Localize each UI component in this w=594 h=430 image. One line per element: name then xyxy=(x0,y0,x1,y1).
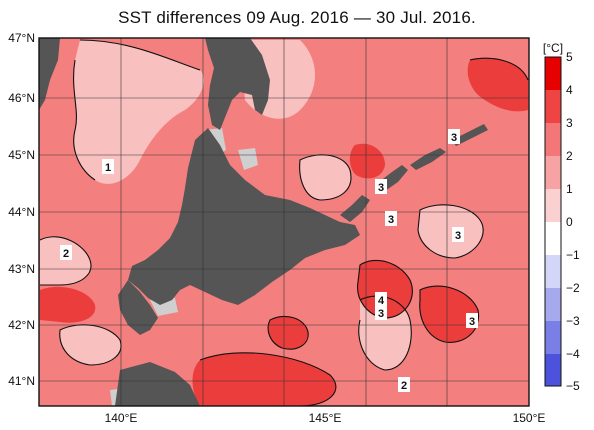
contour-label: 1 xyxy=(105,162,111,174)
colorbar-tick: 1 xyxy=(566,182,573,196)
colorbar-unit: [°C] xyxy=(543,41,563,55)
simushir-island xyxy=(452,124,488,146)
colorbar-tick: 3 xyxy=(566,116,573,130)
oshima-peninsula xyxy=(118,280,158,335)
colorbar-tick: −2 xyxy=(566,281,580,295)
contour-label: 3 xyxy=(451,132,457,144)
longitude-axis: 140°E 145°E 150°E xyxy=(105,411,546,425)
lat-label: 46°N xyxy=(8,91,35,105)
contour-label: 3 xyxy=(469,316,475,328)
map-area xyxy=(39,38,529,406)
graticule xyxy=(39,38,529,406)
contour-label: 3 xyxy=(378,182,384,194)
lat-label: 41°N xyxy=(8,374,35,388)
colorbar: [°C] 5 4 3 2 1 0 −1 −2 −3 −4 −5 xyxy=(543,41,580,393)
lat-label: 45°N xyxy=(8,148,35,162)
lat-label: 47°N xyxy=(8,31,35,45)
lon-label: 150°E xyxy=(513,411,546,425)
land xyxy=(39,38,488,406)
lat-label: 43°N xyxy=(8,262,35,276)
sakhalin-island xyxy=(205,38,270,130)
lon-label: 145°E xyxy=(309,411,342,425)
map-frame xyxy=(38,37,530,407)
colorbar-tick: −1 xyxy=(566,248,580,262)
contour-label: 4 xyxy=(378,295,385,307)
colorbar-tick: 2 xyxy=(566,149,573,163)
contour-label: 3 xyxy=(378,308,384,320)
colorbar-tick: −3 xyxy=(566,314,580,328)
mainland-coast xyxy=(39,38,60,110)
latitude-axis: 47°N 46°N 45°N 44°N 43°N 42°N 41°N xyxy=(8,31,35,388)
contour-lines xyxy=(39,39,529,406)
lon-label: 140°E xyxy=(105,411,138,425)
colorbar-tick: 0 xyxy=(566,215,573,229)
contour-label: 3 xyxy=(388,214,394,226)
colorbar-tick: 5 xyxy=(566,50,573,64)
colorbar-tick: −5 xyxy=(566,379,580,393)
colorbar-tick: 4 xyxy=(566,83,573,97)
contour-label: 2 xyxy=(401,380,407,392)
honshu-north xyxy=(115,362,200,406)
hokkaido-island xyxy=(128,128,360,305)
urup-island xyxy=(410,148,446,170)
map-title: SST differences 09 Aug. 2016 — 30 Jul. 2… xyxy=(118,8,476,27)
contour-label: 2 xyxy=(63,248,69,260)
lat-label: 42°N xyxy=(8,318,35,332)
kunashir-island xyxy=(340,195,370,222)
contour-label: 3 xyxy=(455,230,461,242)
colorbar-tick: −4 xyxy=(566,347,580,361)
lat-label: 44°N xyxy=(8,205,35,219)
contour-value-labels: 1 2 3 3 3 3 4 3 3 2 xyxy=(60,129,478,392)
